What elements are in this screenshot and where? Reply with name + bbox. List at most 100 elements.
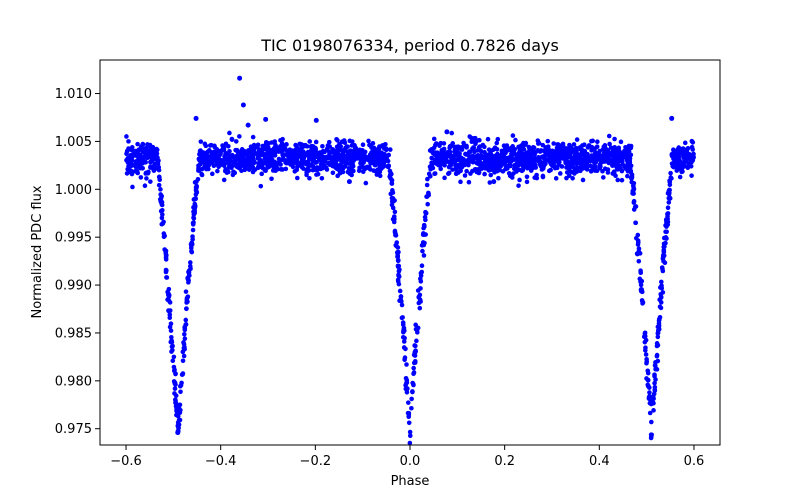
data-point — [327, 155, 332, 161]
data-point — [411, 370, 417, 375]
data-point — [294, 157, 300, 163]
data-point — [614, 157, 620, 162]
data-point — [489, 153, 494, 158]
data-point — [293, 149, 299, 154]
data-point — [421, 222, 427, 228]
data-point — [677, 174, 683, 180]
outlier-point — [245, 122, 251, 128]
data-point — [389, 178, 395, 183]
data-point — [625, 173, 630, 179]
data-point — [169, 334, 174, 340]
y-tick-label: 0.985 — [55, 326, 92, 341]
data-point — [183, 289, 189, 294]
data-point — [689, 144, 695, 150]
data-point — [500, 157, 505, 163]
data-point — [306, 157, 312, 162]
data-point — [287, 152, 293, 158]
data-point — [521, 147, 527, 152]
data-point — [407, 440, 413, 446]
data-point — [176, 404, 182, 410]
data-point — [344, 155, 350, 161]
data-point — [395, 279, 401, 284]
data-point — [486, 168, 492, 173]
data-point — [529, 165, 534, 170]
data-point — [300, 144, 305, 150]
data-point — [422, 214, 428, 220]
data-point — [155, 155, 160, 160]
data-point — [411, 365, 416, 371]
data-points — [124, 75, 696, 446]
data-point — [493, 161, 498, 167]
data-point — [449, 142, 455, 148]
data-point — [281, 152, 286, 157]
data-point — [204, 166, 209, 172]
chart-title: TIC 0198076334, period 0.7826 days — [260, 36, 559, 55]
data-point — [659, 279, 664, 285]
data-point — [335, 138, 340, 143]
data-point — [150, 148, 155, 154]
data-point — [135, 170, 140, 176]
data-point — [458, 168, 463, 174]
data-point — [644, 357, 649, 362]
data-point — [569, 169, 575, 175]
data-point — [682, 140, 688, 146]
data-point — [595, 139, 600, 145]
data-point — [657, 304, 663, 310]
data-point — [232, 170, 238, 176]
data-point — [256, 148, 262, 154]
data-point — [220, 143, 225, 148]
data-point — [129, 145, 135, 150]
data-point — [409, 396, 414, 402]
data-point — [272, 151, 278, 156]
data-point — [483, 159, 489, 164]
data-point — [545, 151, 550, 157]
data-point — [567, 142, 572, 148]
data-point — [615, 167, 620, 172]
data-point — [182, 336, 188, 341]
data-point — [676, 145, 682, 150]
data-point — [524, 174, 530, 180]
data-point — [671, 154, 677, 159]
data-point — [125, 166, 130, 172]
data-point — [466, 157, 472, 162]
data-point — [327, 144, 333, 149]
data-point — [389, 181, 395, 186]
data-point — [360, 142, 366, 148]
data-point — [597, 148, 603, 154]
data-point — [577, 166, 583, 171]
data-point — [157, 177, 163, 183]
data-point — [337, 141, 342, 147]
data-point — [278, 162, 283, 167]
data-point — [643, 337, 649, 343]
data-point — [308, 144, 314, 149]
data-point — [192, 210, 197, 216]
data-point — [586, 143, 592, 148]
data-point — [315, 151, 321, 157]
data-point — [167, 315, 173, 321]
data-point — [571, 148, 576, 153]
data-point — [643, 352, 649, 357]
data-point — [238, 164, 244, 169]
data-point — [654, 353, 660, 359]
data-point — [499, 150, 505, 156]
data-point — [641, 334, 647, 340]
data-point — [513, 137, 518, 143]
outlier-point — [237, 75, 243, 81]
data-point — [438, 140, 444, 146]
data-point — [665, 205, 671, 211]
data-point — [584, 167, 590, 172]
data-point — [466, 179, 472, 185]
data-point — [426, 171, 432, 177]
data-point — [494, 146, 500, 152]
data-point — [488, 172, 494, 178]
data-point — [535, 147, 541, 153]
data-point — [528, 155, 534, 161]
data-point — [517, 150, 523, 155]
data-point — [320, 160, 325, 166]
data-point — [200, 154, 206, 160]
data-point — [264, 144, 270, 149]
data-point — [627, 166, 633, 171]
data-point — [615, 177, 621, 183]
data-point — [154, 151, 160, 156]
data-point — [403, 386, 409, 392]
